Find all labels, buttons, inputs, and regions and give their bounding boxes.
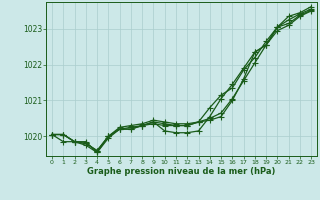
X-axis label: Graphe pression niveau de la mer (hPa): Graphe pression niveau de la mer (hPa) (87, 167, 276, 176)
